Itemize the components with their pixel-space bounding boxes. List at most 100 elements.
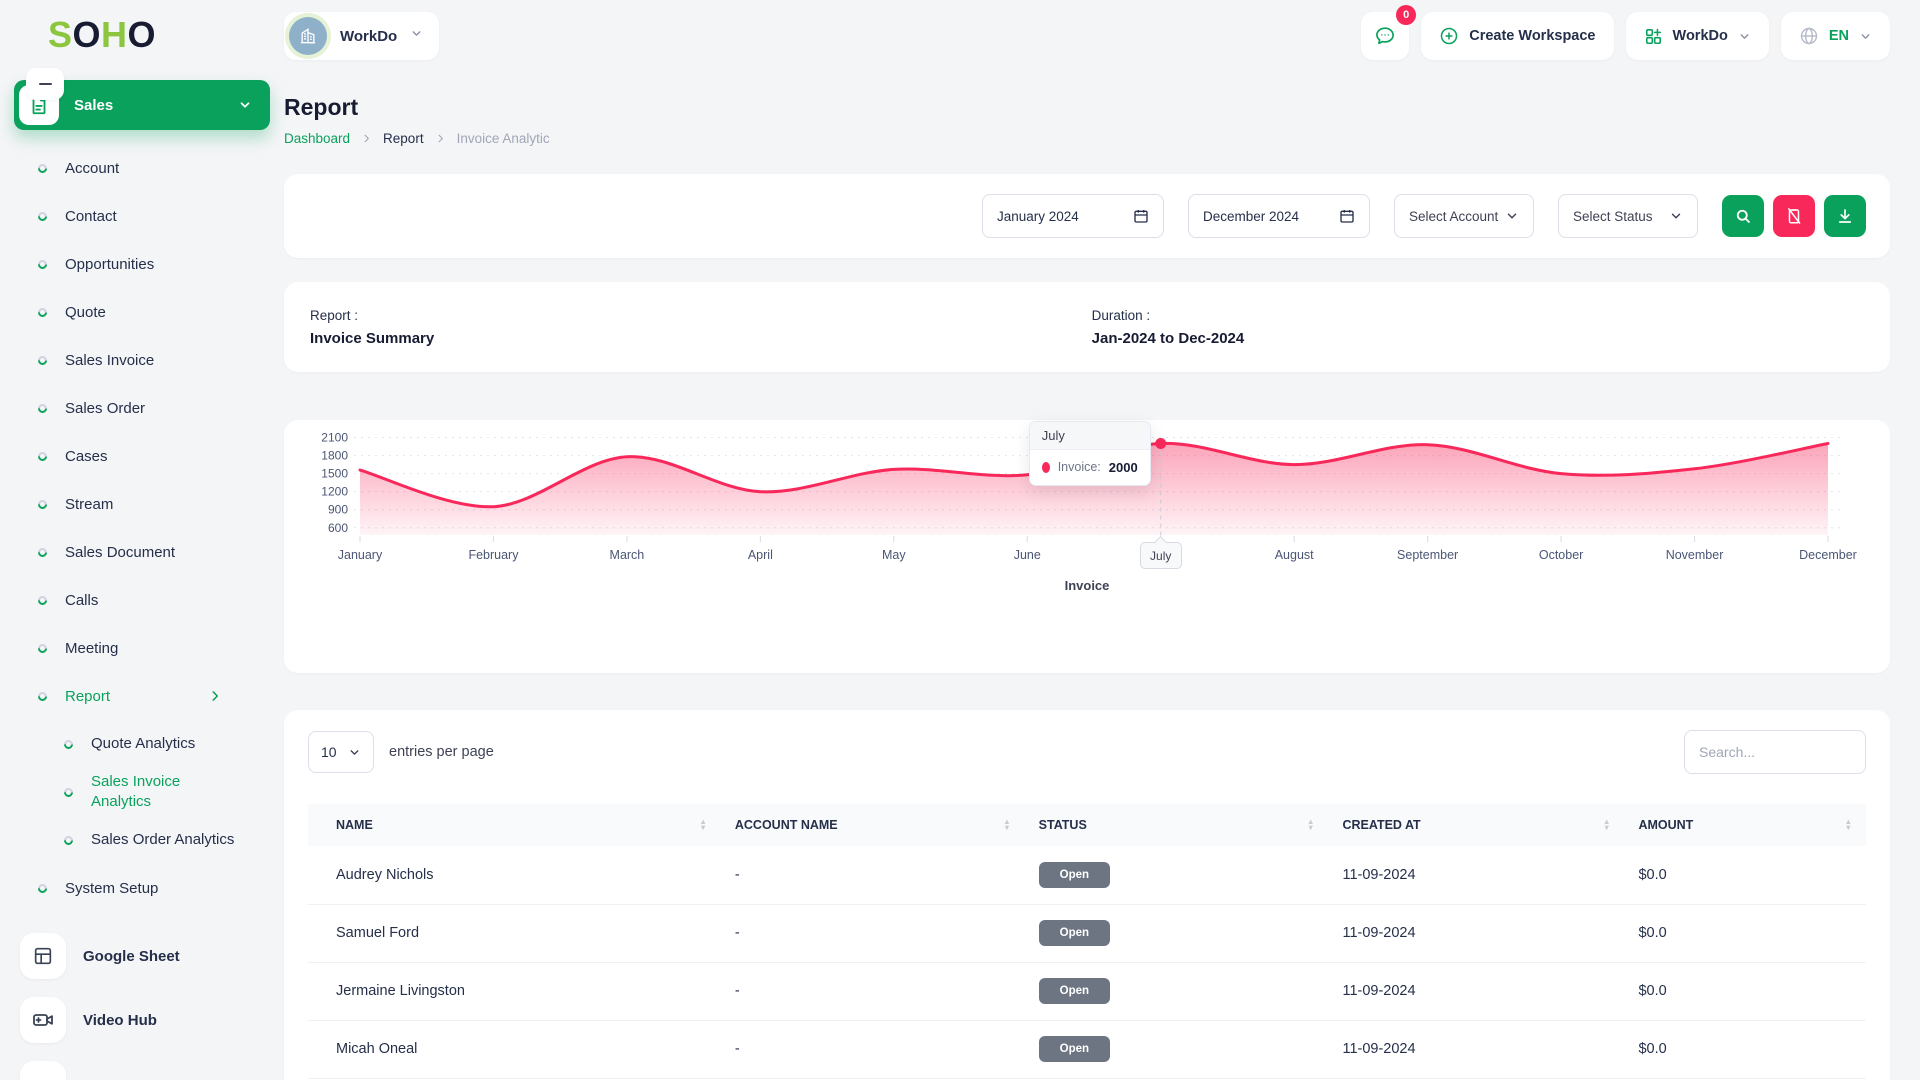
- sidebar-item-system-setup[interactable]: System Setup: [0, 864, 284, 912]
- chevron-down-icon: [1507, 213, 1517, 219]
- status-badge: Open: [1038, 920, 1111, 946]
- sidebar-item-quote[interactable]: Quote: [0, 288, 284, 336]
- account-select[interactable]: Select Account: [1394, 194, 1534, 238]
- sidebar-item-account[interactable]: Account: [0, 144, 284, 192]
- bullet-icon: [36, 353, 49, 367]
- download-button[interactable]: [1824, 195, 1866, 237]
- sidebar-item-label: Sales: [74, 96, 114, 114]
- bullet-icon: [62, 785, 75, 799]
- sidebar-item-label: Google Sheet: [83, 947, 180, 965]
- cell-created: 11-09-2024: [1328, 962, 1625, 1021]
- table-icon: [34, 947, 52, 965]
- svg-text:January: January: [338, 548, 383, 562]
- download-icon: [1838, 209, 1852, 223]
- sidebar-item-label: Video Hub: [83, 1011, 157, 1029]
- top-header: WorkDo 0 Create Workspace: [284, 0, 1890, 72]
- invoice-table-card: 10 entries per page NAME▲▼ ACCOUNT NAME▲…: [284, 710, 1890, 1080]
- sidebar-item-stream[interactable]: Stream: [0, 480, 284, 528]
- sidebar-item-sales-order-analytics[interactable]: Sales Order Analytics: [0, 816, 284, 864]
- sort-icon[interactable]: ▲ ▼: [699, 816, 707, 832]
- sidebar-item-label: Cases: [65, 447, 108, 465]
- sidebar-item-opportunities[interactable]: Opportunities: [0, 240, 284, 288]
- sidebar-item-contact[interactable]: Contact: [0, 192, 284, 240]
- sidebar-menu: Account Contact Opportunities Quote Sales In…: [0, 144, 284, 912]
- series-dot-icon: [1041, 461, 1050, 473]
- sidebar-item-video-hub[interactable]: Video Hub: [0, 988, 284, 1052]
- sidebar-item-sales-invoice-analytics[interactable]: Sales Invoice Analytics: [0, 768, 284, 816]
- sidebar-item-label: Sales Invoice Analytics: [91, 772, 181, 810]
- breadcrumb-dashboard[interactable]: Dashboard: [284, 131, 351, 146]
- workspace-switcher[interactable]: WorkDo: [284, 12, 440, 60]
- language-code: EN: [1828, 28, 1849, 44]
- clear-filter-icon: [1788, 208, 1801, 224]
- language-selector[interactable]: EN: [1780, 12, 1890, 60]
- highlighted-data-point: [1155, 438, 1167, 450]
- sidebar-item-quote-analytics[interactable]: Quote Analytics: [0, 720, 284, 768]
- search-button[interactable]: [1722, 195, 1764, 237]
- sidebar-collapse-button[interactable]: [26, 68, 64, 100]
- status-select[interactable]: Select Status: [1558, 194, 1698, 238]
- tooltip-value: 2000: [1108, 459, 1138, 475]
- svg-text:April: April: [748, 548, 773, 562]
- cell-created: 11-09-2024: [1328, 846, 1625, 905]
- cell-name: Audrey Nichols: [308, 846, 721, 905]
- chevron-down-icon: [350, 749, 359, 755]
- sort-icon[interactable]: ▲ ▼: [1307, 816, 1315, 832]
- calendar-icon: [1340, 210, 1354, 223]
- chevron-down-icon: [1671, 213, 1681, 219]
- sidebar-item-sales-order[interactable]: Sales Order: [0, 384, 284, 432]
- app-switcher-button[interactable]: WorkDo: [1625, 12, 1769, 60]
- table-search-input[interactable]: [1684, 730, 1866, 774]
- sidebar-item-sales-document[interactable]: Sales Document: [0, 528, 284, 576]
- chart-svg: 600 900 1200 1500 1800 2100 January February Mar…: [321, 431, 1857, 562]
- sidebar-item-sales-invoice[interactable]: Sales Invoice: [0, 336, 284, 384]
- report-summary-card: Report : Invoice Summary Duration : Jan-…: [284, 282, 1890, 372]
- start-month-input[interactable]: January 2024: [982, 194, 1164, 238]
- bullet-icon: [62, 833, 75, 847]
- sort-icon[interactable]: ▲ ▼: [1603, 816, 1611, 832]
- chat-icon: [1376, 27, 1395, 45]
- calendar-icon: [1134, 210, 1148, 223]
- status-badge: Open: [1038, 978, 1111, 1004]
- breadcrumb-report[interactable]: Report: [383, 131, 424, 146]
- minus-icon: [38, 83, 52, 85]
- cell-status: Open: [1024, 1020, 1329, 1079]
- sidebar-item-label: Sales Order Analytics: [91, 830, 235, 848]
- cell-account: -: [720, 1020, 1025, 1079]
- bullet-icon: [36, 545, 49, 559]
- column-account-name: ACCOUNT NAME ▲ ▼: [720, 804, 1025, 846]
- tooltip-body: Invoice: 2000: [1029, 449, 1150, 485]
- table-row: Micah Oneal - Open 11-09-2024 $0.0: [308, 1020, 1866, 1079]
- create-workspace-button[interactable]: Create Workspace: [1421, 12, 1614, 60]
- cell-name: Jermaine Livingston: [308, 962, 721, 1021]
- entries-per-page-select[interactable]: 10: [308, 731, 374, 773]
- reset-button[interactable]: [1773, 195, 1815, 237]
- svg-text:June: June: [1014, 548, 1041, 562]
- sidebar-item-label: Stream: [65, 495, 114, 513]
- video-icon-box: [20, 997, 66, 1043]
- cell-amount: $0.0: [1624, 846, 1866, 905]
- chevron-down-icon: [1861, 33, 1870, 39]
- chat-button[interactable]: 0: [1361, 5, 1417, 60]
- sidebar-item-hidden[interactable]: [0, 1052, 284, 1080]
- xaxis-highlight-label: July: [1139, 542, 1182, 569]
- sidebar-item-label: Sales Invoice: [65, 351, 155, 369]
- invoice-area-chart[interactable]: 600 900 1200 1500 1800 2100 January February Mar…: [308, 420, 1866, 570]
- sort-icon[interactable]: ▲ ▼: [1003, 816, 1011, 832]
- end-month-input[interactable]: December 2024: [1188, 194, 1370, 238]
- sidebar-item-cases[interactable]: Cases: [0, 432, 284, 480]
- globe-icon: [1800, 27, 1818, 45]
- sidebar-item-meeting[interactable]: Meeting: [0, 624, 284, 672]
- sidebar-item-report[interactable]: Report: [0, 672, 284, 720]
- svg-text:October: October: [1539, 548, 1583, 562]
- tooltip-series-label: Invoice:: [1057, 460, 1101, 475]
- sidebar-item-calls[interactable]: Calls: [0, 576, 284, 624]
- sidebar-item-google-sheet[interactable]: Google Sheet: [0, 924, 284, 988]
- duration-value: Jan-2024 to Dec-2024: [1091, 329, 1245, 347]
- chart-legend: Invoice: [1064, 578, 1110, 593]
- sidebar: SOHO Sales Account Contact Opportunities Qu…: [0, 0, 284, 1080]
- svg-text:February: February: [468, 548, 519, 562]
- sort-icon[interactable]: ▲ ▼: [1844, 816, 1852, 832]
- sidebar-item-label: Sales Order: [65, 399, 146, 417]
- plus-circle-icon: [1440, 27, 1458, 45]
